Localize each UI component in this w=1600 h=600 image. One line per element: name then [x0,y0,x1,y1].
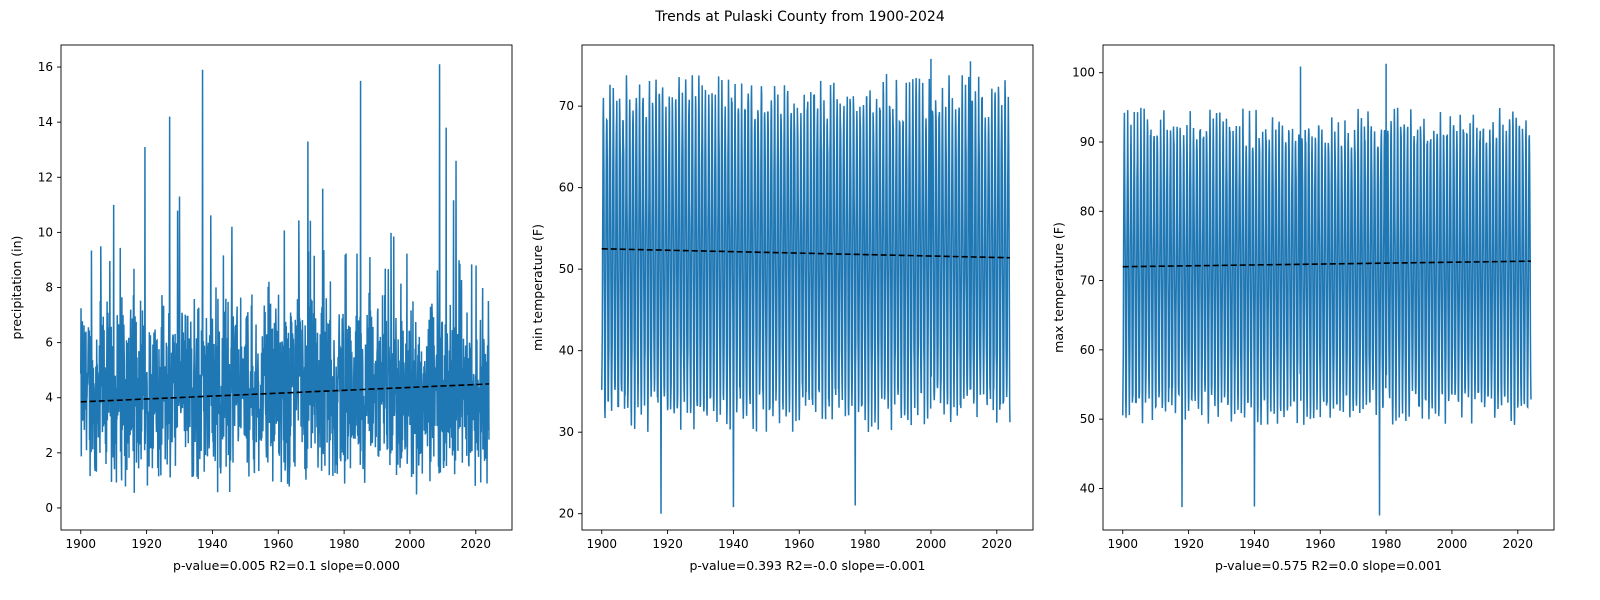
x-tick-label: 1980 [1371,537,1402,551]
y-tick-label: 70 [1080,274,1095,288]
axes-frame [1102,44,1555,531]
x-tick-label: 1920 [1173,537,1204,551]
y-tick-label: 50 [1080,412,1095,426]
x-tick-label: 2020 [1503,537,1534,551]
y-tick-label: 2 [45,446,53,460]
y-axis-label: max temperature (F) [1051,222,1066,353]
y-tick-label: 30 [559,425,574,439]
x-tick-label: 1900 [1107,537,1138,551]
x-tick-label: 2000 [395,537,426,551]
y-tick-label: 6 [45,336,53,350]
trend-line [601,247,1010,259]
series-line [1122,63,1532,516]
y-tick-label: 80 [1080,204,1095,218]
y-tick-label: 10 [38,225,53,239]
y-tick-label: 12 [38,170,53,184]
x-tick-label: 2020 [982,537,1013,551]
series-line [601,58,1011,514]
y-tick-label: 0 [45,501,53,515]
x-tick-label: 1920 [652,537,683,551]
y-tick-label: 50 [559,262,574,276]
y-tick-label: 16 [38,60,53,74]
x-tick-label: 1960 [784,537,815,551]
y-tick-label: 40 [559,344,574,358]
y-tick-label: 60 [1080,343,1095,357]
y-tick-label: 14 [38,115,53,129]
y-tick-label: 70 [559,99,574,113]
y-tick-label: 100 [1072,66,1095,80]
y-tick-label: 60 [559,181,574,195]
x-tick-label: 1900 [65,537,96,551]
y-tick-label: 4 [45,391,53,405]
subplot-2: 1900 1920 1940 1960 1980 2000 2020203040506070… [530,44,1034,573]
x-axis-label: p-value=0.005 R2=0.1 slope=0.000 [173,558,400,573]
y-axis-label: precipitation (in) [9,236,24,340]
x-tick-label: 1980 [850,537,881,551]
x-tick-label: 1960 [263,537,294,551]
x-tick-label: 1920 [131,537,162,551]
x-tick-label: 1940 [197,537,228,551]
x-axis-label: p-value=0.575 R2=0.0 slope=0.001 [1215,558,1442,573]
y-axis-label: min temperature (F) [530,224,545,351]
axes-frame [581,44,1034,531]
x-tick-label: 1900 [586,537,617,551]
x-tick-label: 2000 [916,537,947,551]
x-tick-label: 1940 [1239,537,1270,551]
x-tick-label: 1940 [718,537,749,551]
y-tick-label: 90 [1080,135,1095,149]
trend-line [80,383,489,403]
subplot-3: 1900 1920 1940 1960 1980 2000 2020 40 50 60 70 80 90… [1051,44,1555,573]
series-line [80,64,490,495]
y-tick-label: 8 [45,281,53,295]
subplot-1: 1900 1920 1940 1960 1980 2000 2020 0 2 4 6 8 10 12 14 1… [9,44,513,573]
x-tick-label: 1960 [1305,537,1336,551]
x-tick-label: 2020 [461,537,492,551]
trend-line [1122,260,1531,268]
x-tick-label: 1980 [329,537,360,551]
y-tick-label: 40 [1080,481,1095,495]
figure-title: Trends at Pulaski County from 1900-2024 [655,9,945,25]
x-axis-label: p-value=0.393 R2=-0.0 slope=-0.001 [690,558,926,573]
y-tick-label: 20 [559,507,574,521]
x-tick-label: 2000 [1437,537,1468,551]
